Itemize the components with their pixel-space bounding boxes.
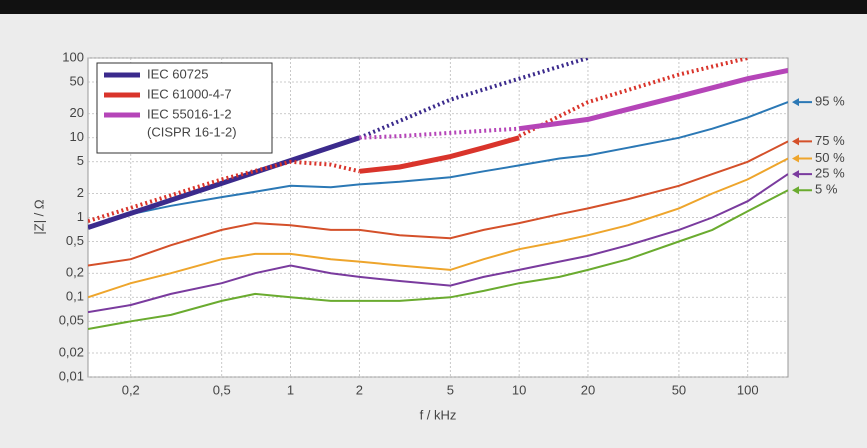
percentile-line — [88, 101, 788, 229]
percentile-arrowhead — [792, 137, 799, 146]
y-tick-label: 0,05 — [59, 313, 84, 328]
percentile-label: 50 % — [815, 150, 845, 165]
y-tick-label: 0,02 — [59, 344, 84, 359]
legend-label: IEC 61000-4-7 — [147, 86, 232, 101]
percentile-arrowhead — [792, 154, 799, 163]
x-tick-label: 20 — [581, 382, 595, 397]
percentile-line — [88, 189, 788, 330]
percentile-line — [88, 157, 788, 299]
legend-label: IEC 60725 — [147, 66, 208, 81]
y-tick-label: 0,1 — [66, 289, 84, 304]
x-tick-label: 50 — [672, 382, 686, 397]
standard-limit-dotted — [88, 58, 749, 224]
x-tick-label: 0,2 — [122, 382, 140, 397]
y-tick-label: 100 — [62, 49, 84, 64]
standard-limit-dotted — [359, 126, 520, 140]
percentile-label: 75 % — [815, 133, 845, 148]
y-tick-label: 50 — [70, 73, 84, 88]
percentile-arrowhead — [792, 170, 799, 179]
percentile-arrowhead — [792, 98, 799, 107]
standard-limit — [359, 135, 520, 174]
percentile-line — [88, 173, 788, 314]
percentile-label: 5 % — [815, 182, 838, 197]
y-tick-label: 0,2 — [66, 265, 84, 280]
x-tick-label: 100 — [737, 382, 759, 397]
x-tick-label: 5 — [447, 382, 454, 397]
standard-limit-dotted — [358, 58, 589, 140]
y-tick-label: 2 — [77, 185, 84, 200]
y-tick-label: 1 — [77, 209, 84, 224]
y-tick-label: 20 — [70, 105, 84, 120]
percentile-arrowhead — [792, 186, 799, 195]
percentile-labels: 95 % 75 % 50 %25 %5 % — [792, 94, 845, 197]
x-tick-label: 1 — [287, 382, 294, 397]
legend-sublabel: (CISPR 16-1-2) — [147, 124, 237, 139]
percentile-label: 95 % — [815, 94, 845, 109]
x-axis-label: f / kHz — [420, 407, 457, 422]
y-tick-label: 0,01 — [59, 368, 84, 383]
y-axis-label: |Z| / Ω — [31, 199, 46, 235]
standard-limit — [88, 135, 361, 230]
percentile-label: 25 % — [815, 166, 845, 181]
x-tick-label: 2 — [356, 382, 363, 397]
x-tick-label: 10 — [512, 382, 526, 397]
top-bar — [0, 0, 867, 14]
y-tick-label: 0,5 — [66, 233, 84, 248]
legend-label: IEC 55016-1-2 — [147, 106, 232, 121]
lines — [88, 58, 788, 330]
y-tick-label: 10 — [70, 129, 84, 144]
y-tick-label: 5 — [77, 153, 84, 168]
x-tick-label: 0,5 — [213, 382, 231, 397]
legend-box — [96, 62, 273, 154]
percentile-line — [88, 140, 788, 267]
legend: IEC 60725 IEC 61000-4-7 IEC 55016-1-2 (CISP… — [96, 62, 273, 154]
standard-limit — [518, 67, 788, 132]
